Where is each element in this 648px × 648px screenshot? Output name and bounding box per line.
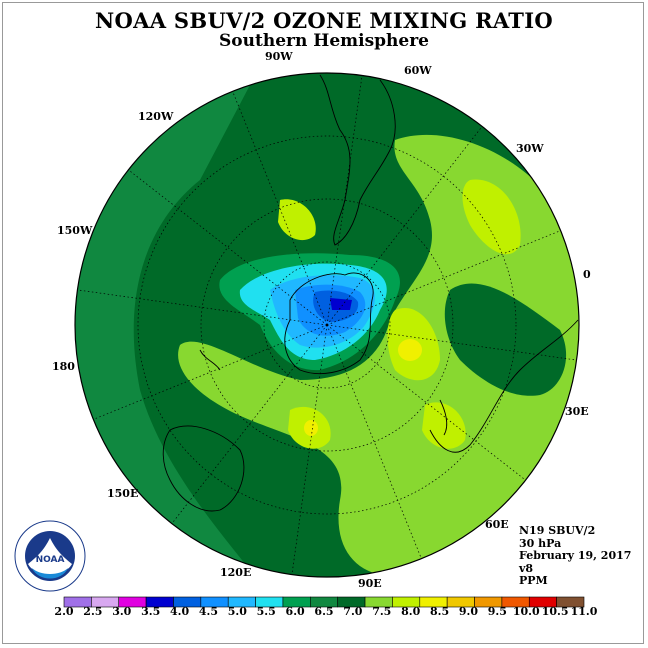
map-title: NOAA SBUV/2 OZONE MIXING RATIO	[95, 8, 553, 33]
ozone-field	[75, 73, 579, 577]
lon-label-120e: 120E	[220, 566, 252, 579]
colorbar-swatch	[556, 596, 585, 608]
version-label: v8	[519, 561, 534, 575]
date-label: February 19, 2017	[519, 549, 632, 562]
colorbar-tick-label: 8.5	[429, 605, 450, 618]
lon-label-30e: 30E	[565, 405, 589, 418]
colorbar-tick-label: 8.0	[401, 605, 421, 618]
pressure-level-label: 30 hPa	[519, 536, 562, 550]
map-border	[74, 72, 580, 578]
colorbar-tick-label: 10.5	[541, 605, 569, 618]
colorbar-tick-label: 4.0	[169, 605, 190, 618]
colorbar-tick-label: 2.0	[54, 605, 74, 618]
colorbar-tick-label: 4.5	[198, 605, 219, 618]
coastlines	[162, 74, 579, 512]
colorbar-tick-label: 9.5	[487, 605, 507, 618]
lon-label-90w: 90W	[265, 50, 293, 63]
colorbar-tick-label: 7.0	[343, 605, 363, 618]
lon-label-0: 0	[583, 268, 591, 281]
logo-text: NOAA	[36, 555, 65, 565]
noaa-logo-icon: NOAA	[14, 520, 86, 592]
lon-label-180: 180	[52, 360, 75, 373]
info-block: N19 SBUV/2 30 hPa February 19, 2017 v8 P…	[519, 524, 632, 588]
colorbar-tick-label: 10.0	[512, 605, 540, 618]
colorbar-tick-label: 9.0	[458, 605, 479, 618]
graticule	[137, 135, 517, 515]
colorbar-tick-label: 5.0	[227, 605, 247, 618]
lon-label-60w: 60W	[404, 64, 432, 77]
map-subtitle: Southern Hemisphere	[219, 31, 429, 51]
colorbar-tick-label: 6.5	[314, 605, 334, 618]
lon-label-120w: 120W	[138, 110, 174, 123]
colorbar-tick-label: 2.5	[83, 605, 103, 618]
lon-label-150w: 150W	[57, 224, 93, 237]
colorbar-tick-label: 3.5	[141, 605, 161, 618]
colorbar	[63, 596, 585, 608]
lon-label-60e: 60E	[485, 518, 509, 531]
instrument-label: N19 SBUV/2	[519, 524, 596, 537]
colorbar-tick-label: 6.0	[285, 605, 305, 618]
lon-label-90e: 90E	[358, 577, 382, 590]
colorbar-tick-label: 11.0	[570, 605, 598, 618]
lon-label-150e: 150E	[107, 487, 139, 500]
units-label: PPM	[519, 574, 548, 587]
colorbar-tick-label: 7.5	[372, 605, 392, 618]
colorbar-tick-label: 3.0	[112, 605, 132, 618]
colorbar-tick-label: 5.5	[256, 605, 276, 618]
lon-label-30w: 30W	[516, 142, 544, 155]
